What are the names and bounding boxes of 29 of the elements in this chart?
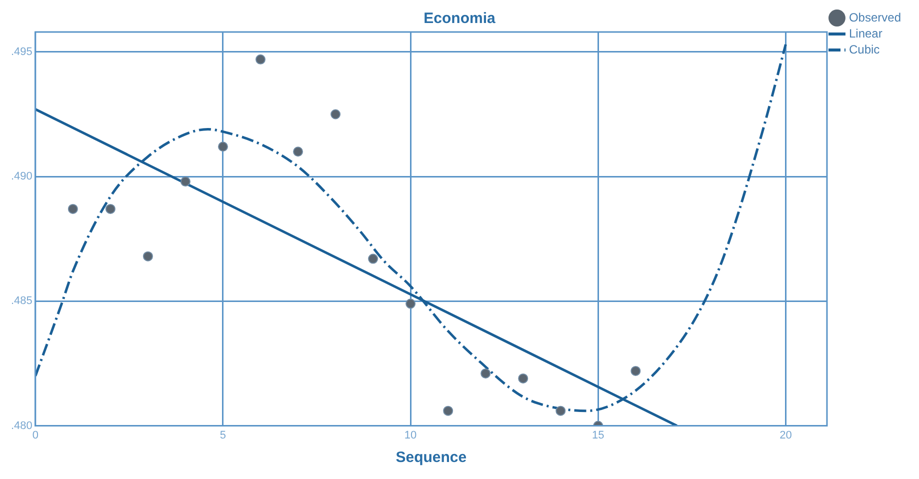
point xyxy=(180,176,190,187)
point xyxy=(556,406,566,416)
x-tick-label: 0 xyxy=(32,429,38,442)
legend-label: Linear xyxy=(848,26,882,40)
point xyxy=(368,254,378,264)
point xyxy=(443,406,454,416)
point xyxy=(630,366,641,376)
y-tick-label: .490 xyxy=(10,170,32,183)
point xyxy=(293,146,304,157)
x-tick-label: 15 xyxy=(592,429,604,442)
point xyxy=(105,204,116,214)
point xyxy=(256,54,266,64)
legend-label: Cubic xyxy=(848,42,880,56)
x-tick-label: 20 xyxy=(780,429,792,442)
point xyxy=(218,142,228,152)
legend-label: Observed xyxy=(848,10,902,24)
point xyxy=(518,373,528,384)
y-tick-label: .495 xyxy=(10,46,32,58)
point xyxy=(330,109,341,120)
chart-title: Economia xyxy=(424,10,496,28)
point xyxy=(68,204,78,214)
y-tick-label: .480 xyxy=(10,420,32,432)
x-tick-label: 5 xyxy=(220,429,226,442)
point xyxy=(142,251,153,262)
point xyxy=(406,298,416,309)
x-tick-label: 10 xyxy=(404,429,417,442)
x-axis-title: Sequence xyxy=(396,449,467,466)
y-tick-label: .485 xyxy=(10,295,32,308)
point xyxy=(480,368,491,378)
